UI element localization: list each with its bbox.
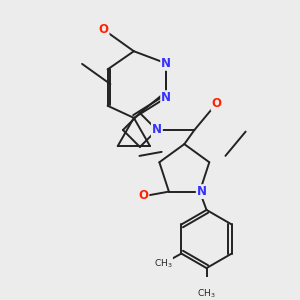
Text: N: N [161,57,171,70]
Text: CH$_3$: CH$_3$ [154,257,172,270]
Text: O: O [139,189,148,202]
Text: O: O [212,97,222,110]
Text: N: N [197,185,207,198]
Text: O: O [99,22,109,35]
Text: N: N [152,124,162,136]
Text: CH$_3$: CH$_3$ [197,287,216,300]
Text: N: N [161,91,171,104]
